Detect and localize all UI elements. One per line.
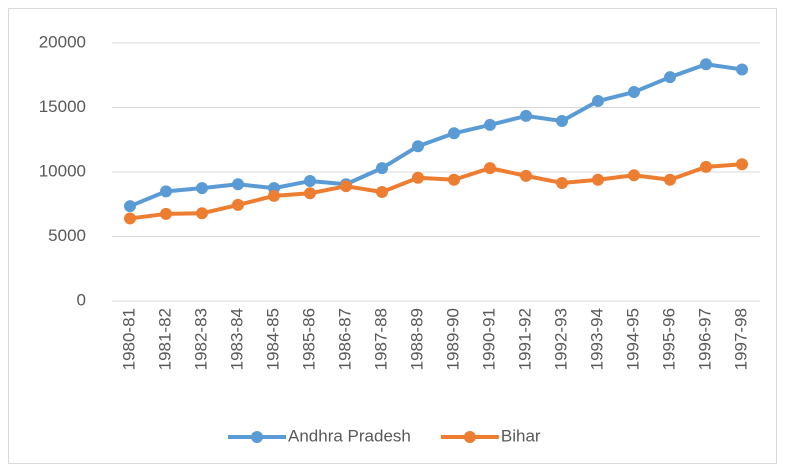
data-point (628, 86, 640, 99)
data-point (376, 185, 388, 198)
x-tick-label: 1997-98 (731, 308, 750, 370)
data-point (304, 187, 316, 200)
data-point (340, 180, 352, 193)
series-line (129, 62, 743, 209)
x-tick-label: 1991-92 (515, 308, 534, 370)
x-tick-label: 1988-89 (407, 308, 426, 370)
data-point (628, 169, 640, 182)
series-line (129, 162, 743, 221)
data-point (592, 173, 604, 186)
data-point (412, 140, 424, 153)
data-point (124, 212, 136, 225)
x-tick-label: 1984-85 (263, 308, 282, 370)
data-point (484, 118, 496, 131)
data-point (124, 200, 136, 213)
data-point (664, 173, 676, 186)
x-tick-label: 1995-96 (659, 308, 678, 370)
data-point (160, 185, 172, 198)
data-point (448, 173, 460, 186)
y-tick-label: 20000 (39, 32, 86, 51)
data-point (592, 95, 604, 108)
x-tick-label: 1980-81 (119, 308, 138, 370)
x-tick-label: 1989-90 (443, 308, 462, 370)
data-point (556, 115, 568, 128)
x-tick-label: 1985-86 (299, 308, 318, 370)
data-point (412, 171, 424, 184)
data-point (736, 63, 748, 76)
data-point (736, 158, 748, 171)
data-point (304, 175, 316, 188)
legend-marker (463, 431, 476, 443)
x-tick-label: 1982-83 (191, 308, 210, 370)
x-tick-label: 1994-95 (623, 308, 642, 370)
x-tick-label: 1996-97 (695, 308, 714, 370)
y-tick-label: 10000 (39, 161, 86, 180)
legend-marker (251, 431, 263, 443)
data-point (376, 162, 388, 175)
data-point (232, 198, 244, 211)
x-tick-label: 1981-82 (155, 308, 174, 370)
data-point (700, 58, 712, 71)
y-tick-label: 0 (77, 290, 86, 309)
x-tick-label: 1990-91 (479, 308, 498, 370)
x-tick-label: 1987-88 (371, 308, 390, 370)
data-point (196, 207, 208, 220)
data-point (448, 127, 460, 140)
x-tick-label: 1992-93 (551, 308, 570, 370)
data-point (520, 169, 532, 182)
legend-label: Andhra Pradesh (288, 426, 411, 445)
data-point (664, 71, 676, 84)
x-tick-label: 1983-84 (227, 308, 246, 370)
data-point (160, 207, 172, 220)
y-tick-label: 5000 (48, 226, 86, 245)
x-tick-label: 1986-87 (335, 308, 354, 370)
x-tick-label: 1993-94 (587, 308, 606, 370)
data-point (700, 160, 712, 173)
data-point (556, 176, 568, 189)
data-point (196, 182, 208, 195)
data-point (232, 178, 244, 191)
data-point (520, 109, 532, 122)
legend-label: Bihar (501, 426, 541, 445)
y-tick-label: 15000 (39, 97, 86, 116)
data-point (484, 162, 496, 175)
data-point (268, 189, 280, 202)
